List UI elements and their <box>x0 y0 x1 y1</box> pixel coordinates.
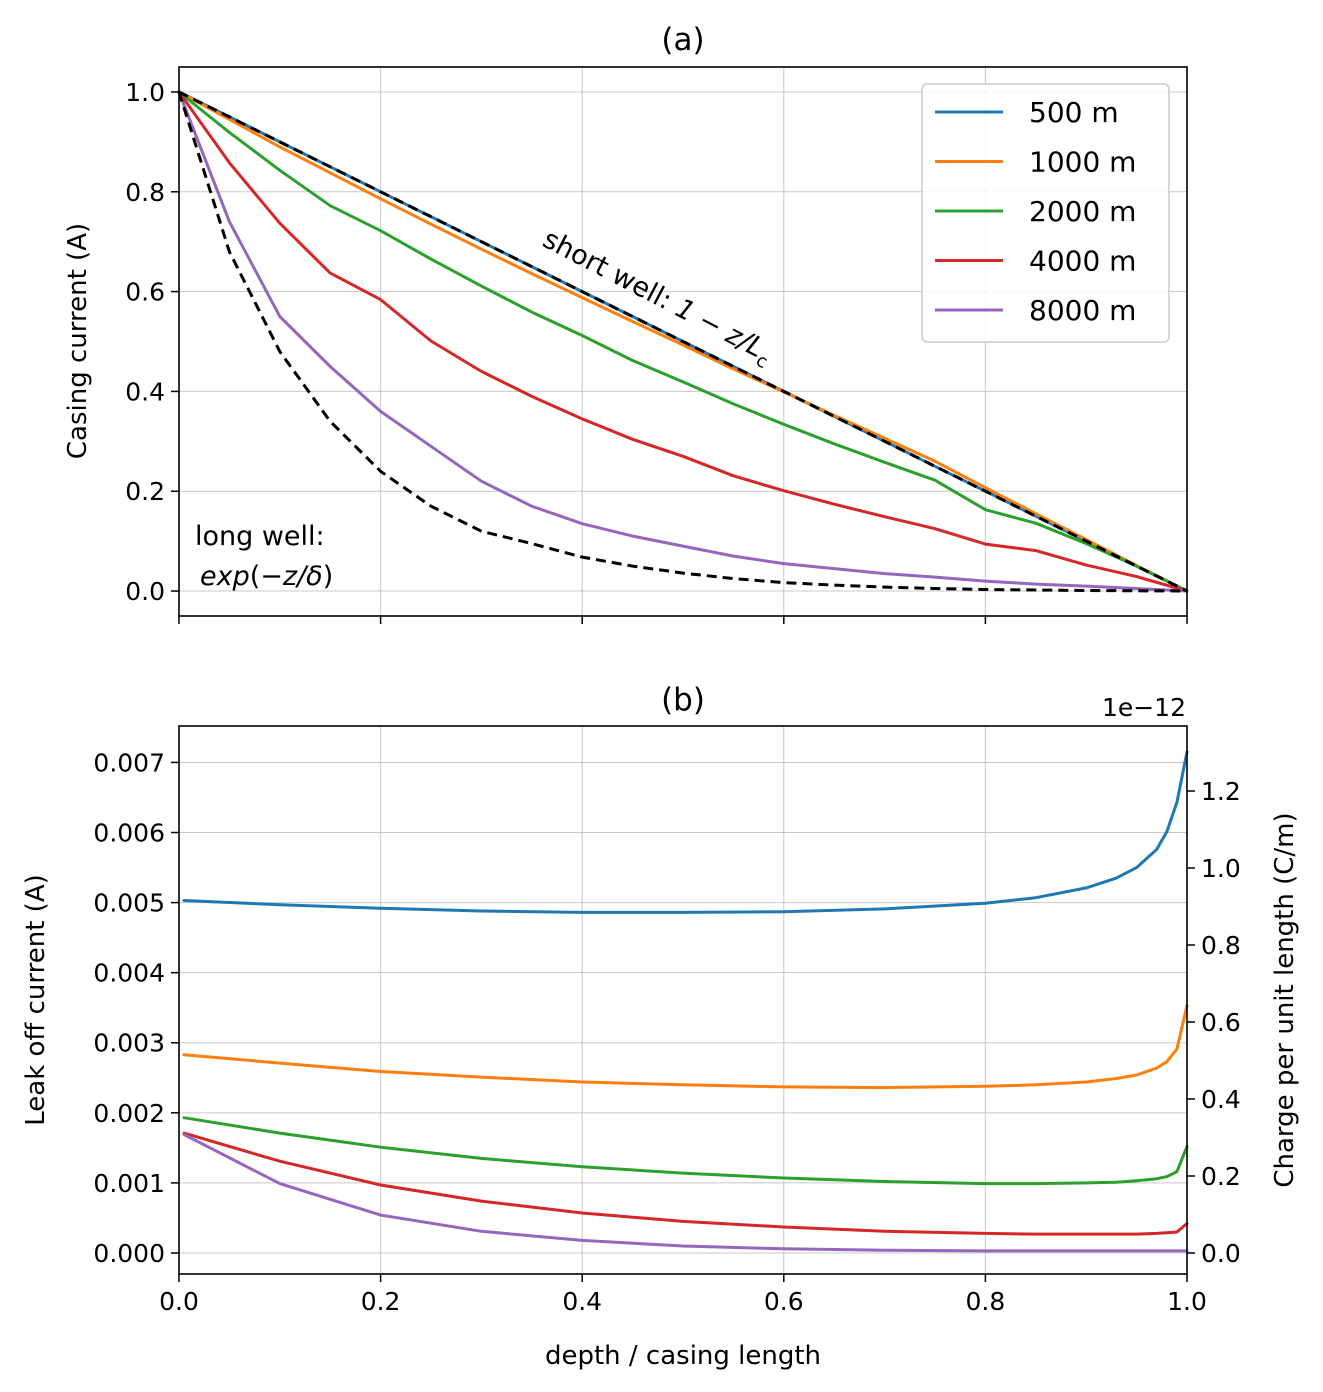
panel-a-ytick-label: 0.2 <box>125 477 165 506</box>
panel-b-frame <box>178 725 1188 1275</box>
panel-b-xtick-label: 0.6 <box>764 1287 804 1316</box>
panel-a-ytick-label: 0.0 <box>125 577 165 606</box>
series-8000-m-line <box>177 90 1189 593</box>
leakoff-series-1000-m-line <box>182 1004 1189 1090</box>
panel-a-lines <box>177 90 1189 593</box>
panel-a-ytick-label: 1.0 <box>125 78 165 107</box>
leakoff-series-4000-m-line <box>182 1131 1189 1236</box>
panel-a-title: (a) <box>661 22 704 58</box>
legend-label-1000-m: 1000 m <box>1029 146 1136 179</box>
panel-b-xtick-label: 0.8 <box>966 1287 1006 1316</box>
panel-b-xtick-label: 0.4 <box>562 1287 602 1316</box>
panel-b-lines <box>182 750 1189 1253</box>
panel-a-ylabel: Casing current (A) <box>63 223 93 459</box>
legend-label-4000-m: 4000 m <box>1029 245 1136 278</box>
panel-b-y2tick-label: 1.0 <box>1201 854 1241 883</box>
series-4000-m-line <box>177 90 1189 593</box>
short-well-reference-line <box>177 91 1188 593</box>
panel-b-ytick-label: 0.007 <box>93 748 165 777</box>
leakoff-series-8000-m-line <box>182 1133 1189 1253</box>
panel-b-y2tick-label: 0.6 <box>1201 1008 1241 1037</box>
leakoff-series-500-m-line <box>182 750 1189 914</box>
panel-b-ytick-label: 0.006 <box>93 819 165 848</box>
long-well-paren: (− <box>250 561 283 592</box>
panel-b-ytick-label: 0.004 <box>93 959 165 988</box>
panel-b-y2tick-label: 0.0 <box>1201 1239 1241 1268</box>
legend-label-8000-m: 8000 m <box>1029 294 1136 327</box>
panel-b-ytick-label: 0.005 <box>93 889 165 918</box>
panel-b-xtick-label: 0.0 <box>159 1287 199 1316</box>
panel-b-ytick-label: 0.002 <box>93 1099 165 1128</box>
long-well-zdelta: z/δ <box>282 561 323 592</box>
panel-a-ytick-label: 0.4 <box>125 377 165 406</box>
panel-b-ylabel: Leak off current (A) <box>21 874 51 1126</box>
panel-b-y2tick-label: 0.4 <box>1201 1085 1241 1114</box>
long-well-exp: exp <box>200 561 250 592</box>
long-well-line1: long well: <box>195 521 325 552</box>
series-1000-m-line <box>177 90 1189 593</box>
panel-b-ytick-label: 0.000 <box>93 1239 165 1268</box>
panel-b-xtick-label: 0.2 <box>361 1287 401 1316</box>
long-well-reference-line <box>178 90 1188 593</box>
panel-b-y2tick-label: 0.8 <box>1201 931 1241 960</box>
panel-b-xtick-label: 1.0 <box>1167 1287 1207 1316</box>
panel-a-ytick-label: 0.6 <box>125 278 165 307</box>
legend: 500 m 1000 m 2000 m 4000 m 8000 m <box>921 83 1170 343</box>
panel-a-frame <box>178 66 1188 617</box>
panel-b-xlabel: depth / casing length <box>545 1341 821 1371</box>
long-well-close: ) <box>323 561 334 592</box>
series-2000-m-line <box>177 90 1189 593</box>
panel-a-ticks: 0.0 0.2 0.4 0.6 0.8 1.0 <box>125 78 1188 624</box>
legend-box <box>921 83 1170 343</box>
legend-label-500-m: 500 m <box>1029 96 1119 129</box>
panel-b-offset-text: 1e−12 <box>1102 693 1186 722</box>
panel-b-ticks: 0.0 0.2 0.4 0.6 0.8 1.0 0.000 0.001 0.002 0.003 0.… <box>93 748 1240 1316</box>
panel-a-ytick-label: 0.8 <box>125 178 165 207</box>
panel-b-ytick-label: 0.001 <box>93 1169 165 1198</box>
panel-b-grid <box>178 726 1188 1274</box>
panel-b-y2label: Charge per unit length (C/m) <box>1270 812 1300 1187</box>
panel-b-y2tick-label: 0.2 <box>1201 1162 1241 1191</box>
legend-label-2000-m: 2000 m <box>1029 195 1136 228</box>
panel-b-title: (b) <box>661 682 705 718</box>
panel-b: 0.0 0.2 0.4 0.6 0.8 1.0 0.000 0.001 0.002 0.003 0.… <box>21 682 1300 1371</box>
long-well-line2: exp(−z/δ) <box>200 561 333 592</box>
panel-b-y2tick-label: 1.2 <box>1201 777 1241 806</box>
panel-b-ytick-label: 0.003 <box>93 1029 165 1058</box>
leakoff-series-2000-m-line <box>182 1116 1189 1186</box>
